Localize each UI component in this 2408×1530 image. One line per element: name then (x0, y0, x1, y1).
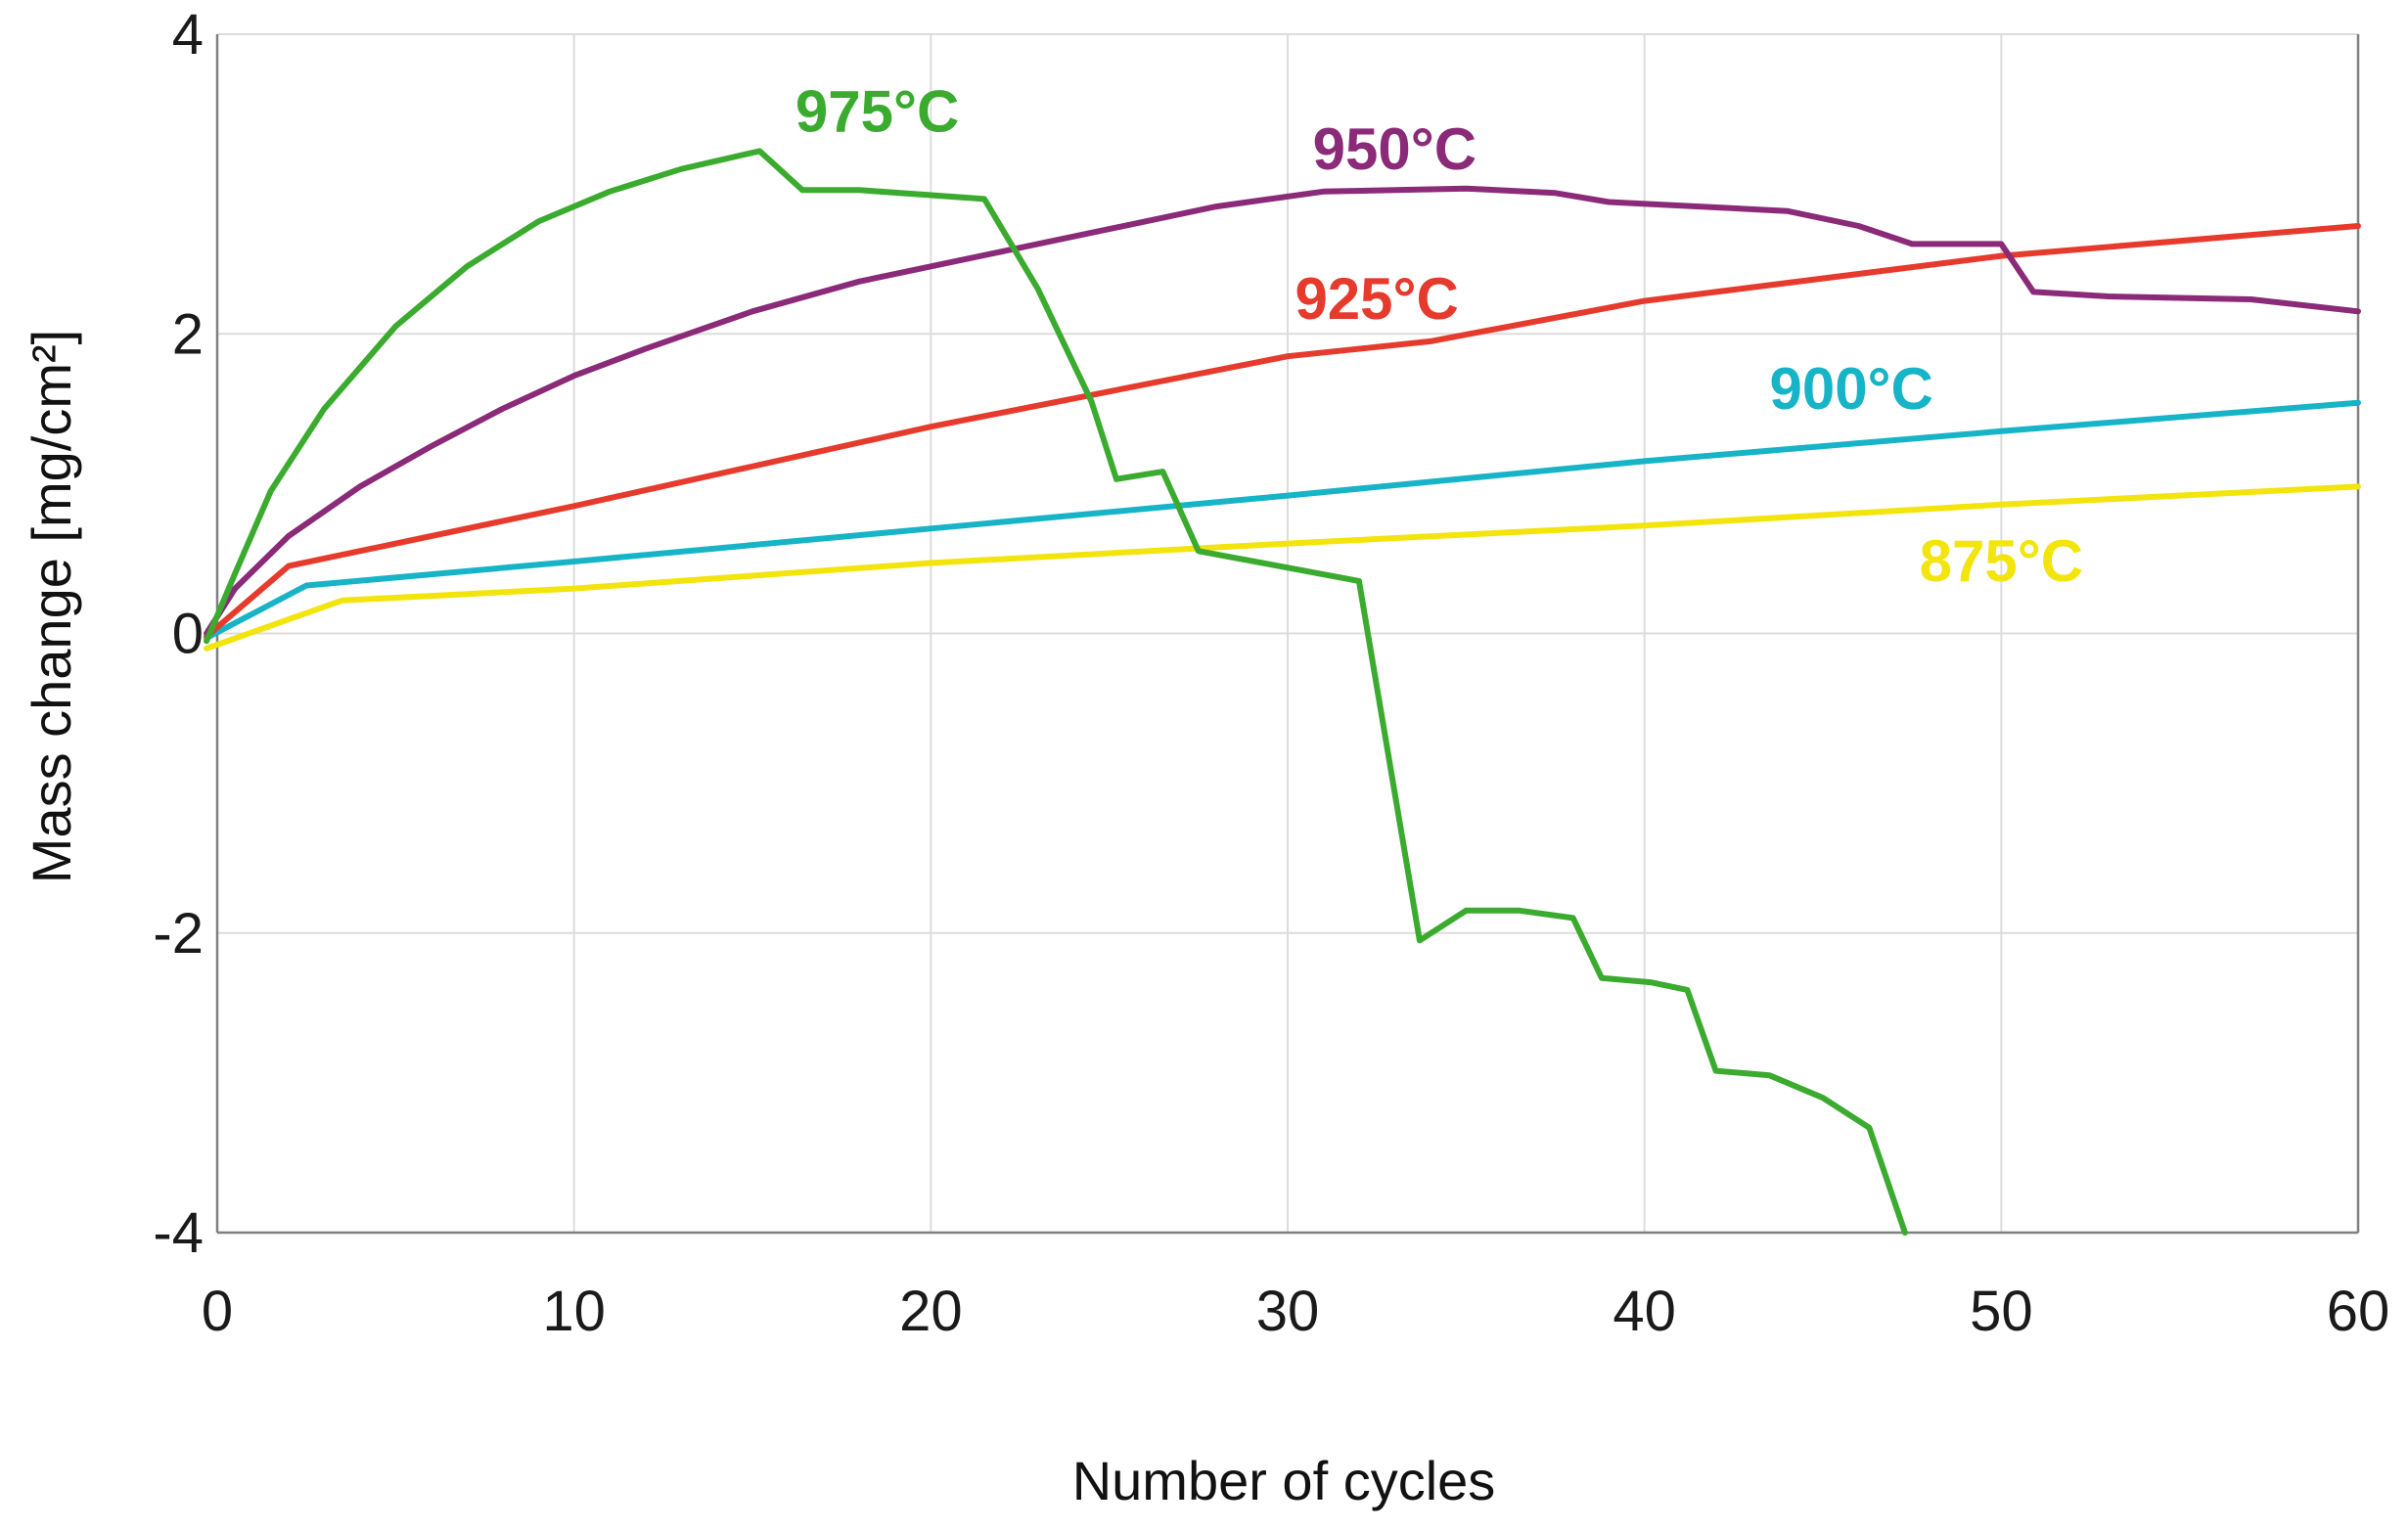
y-tick-label-2: -2 (153, 902, 204, 966)
x-tick-label-30: 30 (1256, 1280, 1320, 1343)
x-tick-label-50: 50 (1970, 1280, 2033, 1343)
y-tick-label-0: 0 (172, 603, 204, 666)
series-line-875-c (204, 483, 2361, 652)
x-tick-label-40: 40 (1613, 1280, 1676, 1343)
y-tick-label-4: 4 (172, 3, 204, 67)
series-line-925-c (204, 223, 2361, 640)
series-label-875-c: 875°C (1920, 528, 2083, 594)
series-label-950-c: 950°C (1313, 116, 1477, 182)
series-line-975-c (204, 148, 1908, 1236)
x-tick-label-0: 0 (202, 1280, 233, 1343)
y-axis-title: Mass change [mg/cm²] (21, 330, 82, 883)
x-tick-label-20: 20 (899, 1280, 963, 1343)
series-label-925-c: 925°C (1295, 266, 1458, 332)
x-tick-label-60: 60 (2327, 1280, 2390, 1343)
y-tick-label-4: -4 (153, 1201, 204, 1265)
series-line-900-c (204, 399, 2361, 642)
x-tick-label-10: 10 (542, 1280, 606, 1343)
series-lines (204, 148, 2361, 1236)
series-label-900-c: 900°C (1769, 356, 1932, 422)
y-tick-label-2: 2 (172, 302, 204, 366)
series-line-950-c (204, 185, 2361, 637)
tick-labels: 0 10 20 30 40 50 60 -4 -2 0 2 4 (153, 3, 2389, 1343)
series-label-975-c: 975°C (795, 79, 959, 145)
x-axis-title: Number of cycles (1072, 1450, 1496, 1511)
series-labels: 875°C 900°C 925°C 950°C 975°C (795, 79, 2083, 594)
